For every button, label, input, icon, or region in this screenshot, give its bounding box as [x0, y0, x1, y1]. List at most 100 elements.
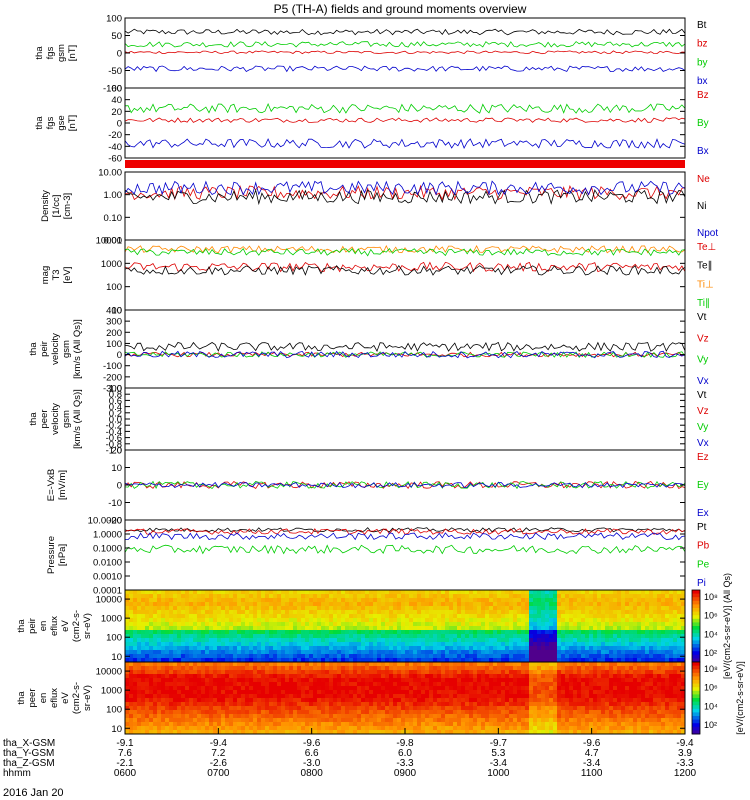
heatmap-cell [505, 638, 510, 643]
heatmap-cell [177, 726, 182, 731]
heatmap-cell [429, 710, 434, 715]
heatmap-cell [681, 638, 686, 643]
heatmap-cell [193, 686, 198, 691]
y-tick-label: 100 [106, 339, 122, 350]
heatmap-cell [413, 726, 418, 731]
heatmap-cell [637, 622, 642, 627]
heatmap-cell [465, 690, 470, 695]
heatmap-cell [453, 698, 458, 703]
heatmap-cell [633, 622, 638, 627]
heatmap-cell [409, 678, 414, 683]
y-tick-label: 1.00 [104, 190, 123, 201]
heatmap-cell [513, 606, 518, 611]
heatmap-cell [189, 658, 194, 663]
heatmap-cell [509, 630, 514, 635]
heatmap-cell [485, 690, 490, 695]
heatmap-cell [673, 598, 678, 603]
heatmap-cell [533, 646, 538, 651]
heatmap-cell [365, 678, 370, 683]
heatmap-cell [589, 638, 594, 643]
heatmap-cell [609, 610, 614, 615]
heatmap-cell [417, 622, 422, 627]
heatmap-cell [465, 674, 470, 679]
heatmap-cell [269, 678, 274, 683]
heatmap-cell [265, 730, 270, 735]
heatmap-cell [161, 650, 166, 655]
heatmap-cell [445, 702, 450, 707]
heatmap-cell [409, 722, 414, 727]
heatmap-cell [269, 662, 274, 667]
heatmap-cell [189, 610, 194, 615]
heatmap-cell [573, 674, 578, 679]
heatmap-cell [477, 602, 482, 607]
heatmap-cell [141, 642, 146, 647]
heatmap-cell [325, 650, 330, 655]
heatmap-cell [233, 730, 238, 735]
heatmap-cell [369, 726, 374, 731]
heatmap-cell [413, 718, 418, 723]
heatmap-cell [137, 698, 142, 703]
y-axis-label: sr-eV) [82, 613, 93, 639]
heatmap-cell [373, 686, 378, 691]
heatmap-cell [665, 634, 670, 639]
heatmap-cell [529, 602, 534, 607]
heatmap-cell [393, 610, 398, 615]
heatmap-cell [493, 634, 498, 639]
heatmap-cell [309, 722, 314, 727]
heatmap-cell [173, 650, 178, 655]
heatmap-cell [569, 618, 574, 623]
heatmap-cell [633, 598, 638, 603]
heatmap-cell [565, 654, 570, 659]
heatmap-cell [289, 614, 294, 619]
heatmap-cell [165, 698, 170, 703]
heatmap-cell [125, 662, 130, 667]
heatmap-cell [529, 590, 534, 595]
heatmap-cell [429, 634, 434, 639]
heatmap-cell [297, 646, 302, 651]
heatmap-cell [265, 722, 270, 727]
heatmap-cell [385, 610, 390, 615]
heatmap-cell [593, 654, 598, 659]
heatmap-cell [201, 646, 206, 651]
heatmap-cell [225, 654, 230, 659]
heatmap-cell [177, 614, 182, 619]
heatmap-cell [445, 714, 450, 719]
heatmap-cell [177, 606, 182, 611]
heatmap-cell [425, 666, 430, 671]
heatmap-cell [381, 606, 386, 611]
heatmap-cell [565, 686, 570, 691]
y-tick-label: 100 [106, 282, 122, 293]
heatmap-cell [437, 626, 442, 631]
heatmap-cell [229, 714, 234, 719]
heatmap-cell [433, 638, 438, 643]
heatmap-cell [633, 590, 638, 595]
heatmap-cell [281, 590, 286, 595]
heatmap-cell [497, 686, 502, 691]
heatmap-cell [621, 598, 626, 603]
heatmap-cell [581, 654, 586, 659]
heatmap-cell [133, 618, 138, 623]
heatmap-cell [585, 678, 590, 683]
heatmap-cell [317, 594, 322, 599]
heatmap-cell [161, 618, 166, 623]
heatmap-cell [189, 606, 194, 611]
heatmap-cell [261, 654, 266, 659]
heatmap-cell [169, 606, 174, 611]
heatmap-cell [249, 642, 254, 647]
heatmap-cell [289, 690, 294, 695]
heatmap-cell [593, 598, 598, 603]
heatmap-cell [561, 706, 566, 711]
heatmap-cell [165, 674, 170, 679]
heatmap-cell [181, 626, 186, 631]
heatmap-cell [529, 726, 534, 731]
heatmap-cell [273, 590, 278, 595]
heatmap-cell [137, 714, 142, 719]
heatmap-cell [577, 602, 582, 607]
heatmap-cell [633, 606, 638, 611]
heatmap-cell [637, 638, 642, 643]
heatmap-cell [577, 686, 582, 691]
heatmap-cell [201, 654, 206, 659]
heatmap-cell [205, 726, 210, 731]
heatmap-cell [149, 702, 154, 707]
heatmap-cell [641, 594, 646, 599]
